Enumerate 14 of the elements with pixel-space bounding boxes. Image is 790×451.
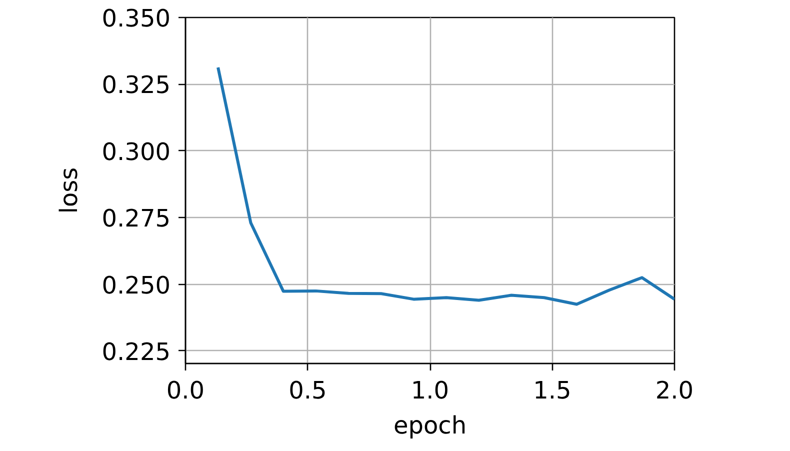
x-tick-label: 0.5: [288, 376, 327, 404]
y-tick-label: 0.350: [102, 4, 171, 32]
line-series: [216, 66, 674, 306]
y-tick-label: 0.225: [102, 338, 171, 366]
x-tick-label: 1.5: [533, 376, 572, 404]
y-axis-title: loss: [54, 167, 83, 214]
x-axis-title: epoch: [393, 412, 467, 440]
y-tick-label: 0.325: [102, 71, 171, 100]
x-tick-label: 2.0: [655, 376, 694, 404]
y-tick-label: 0.250: [102, 271, 171, 300]
x-tick-label: 1.0: [410, 376, 450, 404]
y-tick-label: 0.275: [102, 204, 171, 233]
y-tick-label: 0.300: [102, 138, 171, 166]
x-tick-label: 0.0: [166, 376, 205, 404]
